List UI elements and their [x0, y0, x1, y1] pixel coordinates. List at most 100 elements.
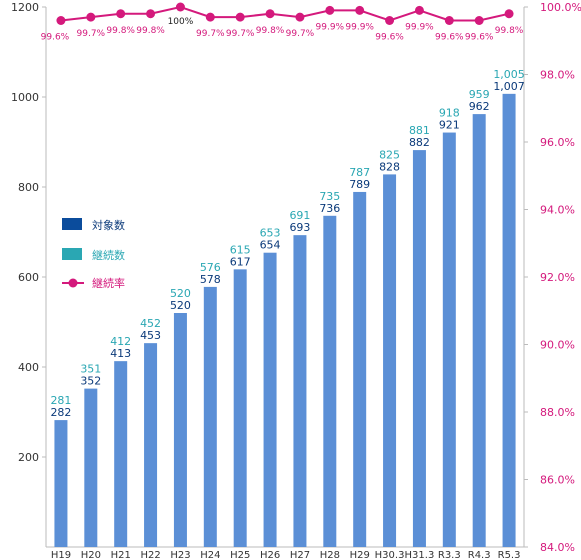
rate-point [444, 16, 454, 25]
bar-label-cont: 576 [200, 261, 221, 274]
y-left-tick-label: 600 [18, 271, 39, 284]
bar [472, 114, 486, 547]
bar-label-cont: 959 [469, 88, 490, 101]
bar-label-target: 453 [140, 329, 161, 342]
rate-label: 99.9% [345, 22, 374, 32]
x-tick-label: R3.3 [438, 550, 461, 560]
x-tick-label: H23 [170, 550, 190, 560]
rate-label: 99.6% [41, 33, 70, 43]
bar [293, 235, 307, 547]
rate-label: 99.8% [256, 26, 285, 36]
x-tick-label: R5.3 [498, 550, 521, 560]
bar [114, 361, 128, 547]
bar-label-target: 828 [379, 160, 400, 173]
rate-line-path [60, 5, 510, 22]
rate-point [385, 16, 395, 25]
x-tick-label: H22 [140, 550, 160, 560]
y-left-tick-label: 800 [18, 181, 39, 194]
bar-label-cont: 787 [349, 166, 370, 179]
bar-label-target: 617 [230, 255, 251, 268]
rate-label: 99.6% [375, 33, 404, 43]
bar [203, 286, 217, 547]
bar-label-cont: 412 [110, 335, 131, 348]
rate-label: 99.8% [106, 26, 135, 36]
bar-label-cont: 691 [289, 209, 310, 222]
y-left-tick-label: 1200 [11, 1, 39, 14]
bar-label-target: 736 [319, 202, 340, 215]
y-right-tick-label: 98.0% [540, 69, 575, 82]
rate-label: 99.8% [136, 26, 165, 36]
rate-label: 99.7% [77, 29, 106, 39]
bar [144, 343, 158, 547]
rate-label: 100% [168, 17, 194, 27]
x-tick-label: H25 [230, 550, 250, 560]
bar-label-cont: 881 [409, 124, 430, 137]
x-tick-label: R4.3 [468, 550, 491, 560]
x-tick-label: H21 [111, 550, 131, 560]
x-tick-label: H26 [260, 550, 280, 560]
bar [412, 150, 426, 547]
rate-label: 99.6% [435, 33, 464, 43]
legend-label-rate: 継続率 [92, 276, 125, 290]
bar [383, 174, 397, 547]
bar-label-target: 413 [110, 347, 131, 360]
y-right-tick-label: 86.0% [540, 474, 575, 487]
rate-point [205, 12, 215, 22]
bar [323, 215, 337, 548]
legend: 対象数 継続数 継続率 [62, 218, 125, 290]
bar [502, 93, 516, 547]
bar-label-cont: 520 [170, 287, 191, 300]
bar-label-target: 654 [260, 239, 281, 252]
bar [54, 420, 68, 547]
bar-label-target: 520 [170, 299, 191, 312]
rate-point [146, 9, 156, 19]
y-left-tick-label: 1000 [11, 91, 39, 104]
bar [173, 313, 187, 547]
bar-label-cont: 653 [260, 227, 281, 240]
y-right-tick-label: 90.0% [540, 339, 575, 352]
bar [353, 191, 367, 547]
legend-swatch-target [62, 218, 82, 230]
axes: 200 400 600 800 1000 1200 84.0% 86.0% 88.0% 90.0%… [11, 1, 581, 560]
bar [442, 132, 456, 548]
bar-label-cont: 452 [140, 317, 161, 330]
rate-label: 99.9% [405, 22, 434, 32]
rate-point [355, 5, 365, 15]
rate-point [474, 16, 484, 25]
y-left-tick-label: 200 [18, 451, 39, 464]
bar-label-cont: 825 [379, 148, 400, 161]
rate-point [56, 16, 66, 25]
rate-line [56, 2, 514, 25]
bar-label-cont: 1,005 [493, 68, 525, 81]
x-tick-label: H30.3 [375, 550, 405, 560]
bar-label-target: 352 [80, 375, 101, 388]
bar-label-target: 282 [50, 406, 71, 419]
rate-label: 99.9% [316, 22, 345, 32]
rate-point [235, 12, 245, 22]
legend-label-target: 対象数 [92, 218, 125, 232]
bar-label-cont: 351 [80, 363, 101, 376]
rate-point [295, 12, 305, 22]
bar-label-target: 1,007 [493, 80, 525, 93]
rate-point [116, 9, 126, 19]
x-tick-label: H24 [200, 550, 220, 560]
x-tick-label: H29 [350, 550, 370, 560]
y-right-tick-label: 96.0% [540, 136, 575, 149]
x-tick-label: H19 [51, 550, 71, 560]
y-right-tick-label: 100.0% [540, 1, 581, 14]
rate-point [325, 5, 335, 15]
y-right-tick-label: 94.0% [540, 204, 575, 217]
bar-label-target: 693 [289, 221, 310, 234]
legend-label-cont: 継続数 [92, 248, 125, 262]
y-right-tick-label: 92.0% [540, 271, 575, 284]
rate-label: 99.6% [465, 33, 494, 43]
rate-point [414, 5, 424, 15]
x-tick-label: H28 [320, 550, 340, 560]
bar-label-cont: 281 [50, 394, 71, 407]
y-right-tick-label: 84.0% [540, 541, 575, 554]
rate-label: 99.8% [495, 26, 524, 36]
rate-label: 99.7% [196, 29, 225, 39]
bar-label-target: 882 [409, 136, 430, 149]
